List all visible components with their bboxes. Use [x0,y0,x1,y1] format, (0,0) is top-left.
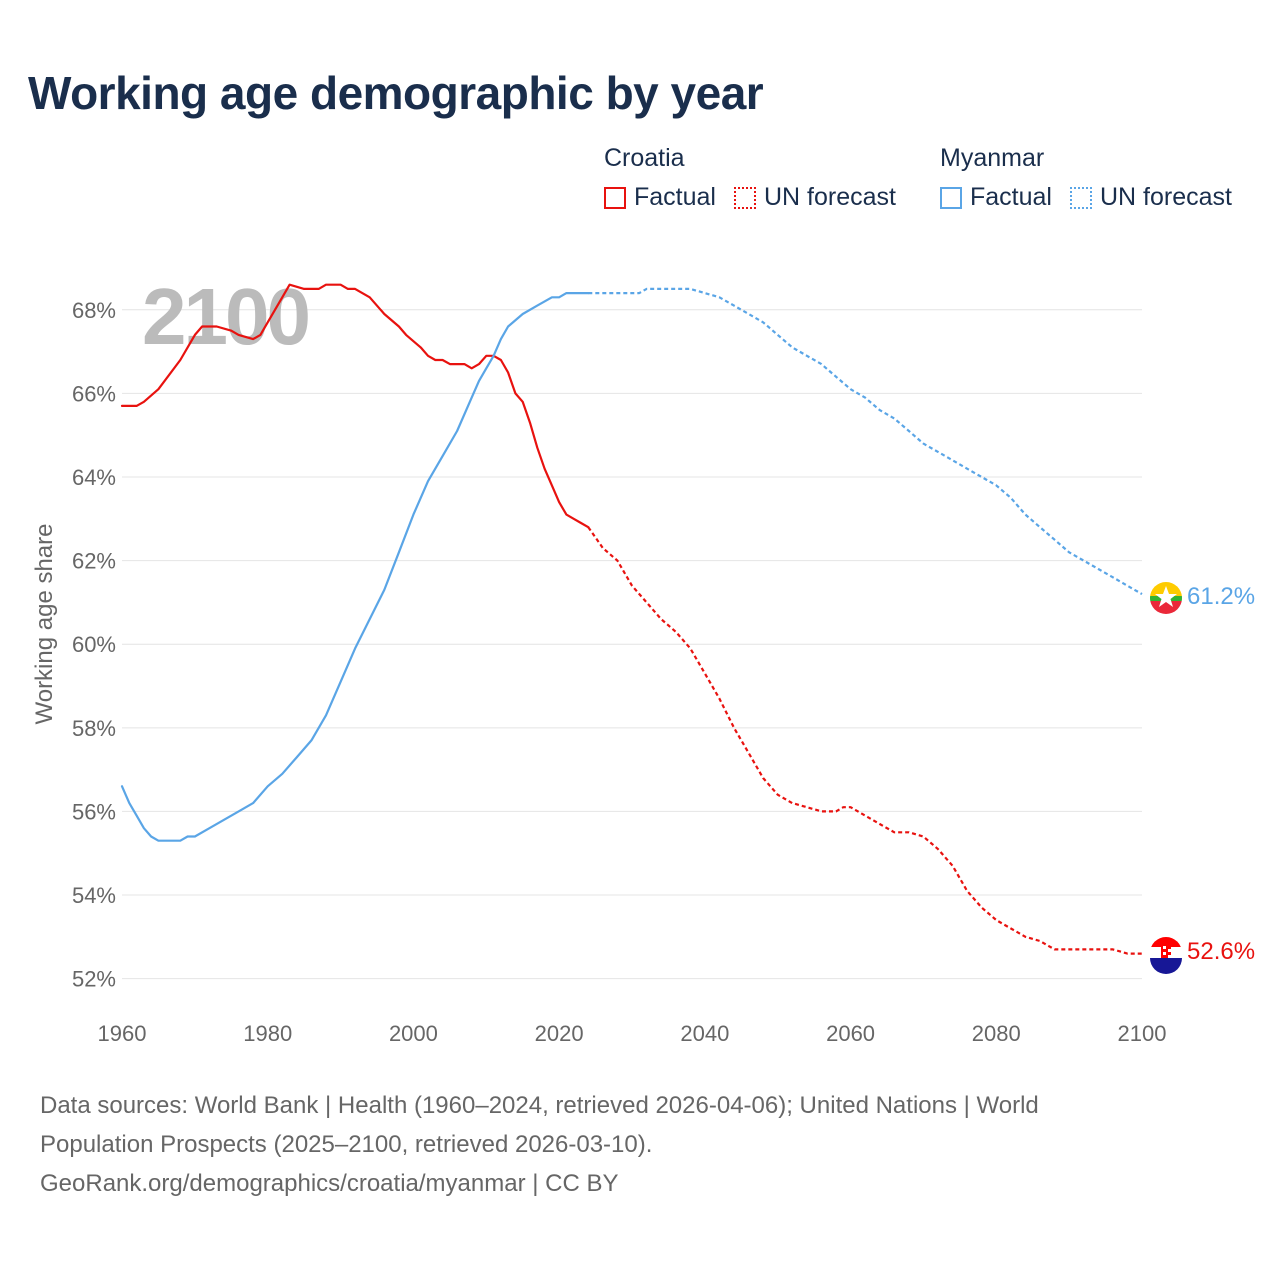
y-tick-label: 60% [72,632,116,657]
y-tick-label: 64% [72,465,116,490]
croatia-end-value: 52.6% [1187,938,1255,965]
legend-label: Factual [634,183,716,211]
legend-swatch-solid [940,186,962,209]
x-tick-label: 1980 [243,1021,292,1046]
legend-item-croatia-factual[interactable]: Factual [604,183,716,212]
legend-label: UN forecast [763,183,896,211]
legend-group-croatia: Croatia Factual UN forecast [604,144,914,212]
legend-item-myanmar-forecast[interactable]: UN forecast [1069,183,1232,212]
footer-line: Population Prospects (2025–2100, retriev… [40,1131,653,1158]
y-tick-label: 58% [72,716,116,741]
y-tick-label: 54% [72,883,116,908]
legend-item-croatia-forecast[interactable]: UN forecast [733,183,896,212]
croatia-factual-line [120,283,590,529]
legend-item-myanmar-factual[interactable]: Factual [940,183,1052,212]
y-tick-label: 56% [72,799,116,824]
y-tick-label: 52% [72,967,116,992]
data-source-footer: Data sources: World Bank | Health (1960–… [40,1086,1240,1203]
footer-line: GeoRank.org/demographics/croatia/myanmar… [40,1170,619,1197]
legend-group-myanmar: Myanmar Factual UN forecast [940,144,1232,212]
x-tick-label: 2060 [826,1021,875,1046]
myanmar-factual-line [120,292,590,842]
legend-label: UN forecast [1099,183,1232,211]
myanmar-end-value: 61.2% [1187,583,1255,610]
myanmar-forecast-line [588,287,1143,596]
x-tick-label: 2000 [389,1021,438,1046]
x-tick-label: 2080 [972,1021,1021,1046]
chart-title: Working age demographic by year [28,67,764,119]
x-tick-label: 1960 [98,1021,147,1046]
legend-country-myanmar: Myanmar [940,144,1045,172]
legend-swatch-solid [604,186,626,209]
legend-country-croatia: Croatia [604,144,685,172]
y-tick-label: 68% [72,298,116,323]
current-year-watermark: 2100 [142,272,308,361]
x-tick-label: 2040 [680,1021,729,1046]
y-tick-label: 66% [72,381,116,406]
legend-swatch-dotted [733,186,756,209]
legend-swatch-dotted [1069,186,1092,209]
x-tick-label: 2100 [1118,1021,1167,1046]
croatia-forecast-line [587,526,1142,955]
myanmar-flag-icon [1150,582,1182,614]
footer-line: Data sources: World Bank | Health (1960–… [40,1092,1039,1119]
x-tick-label: 2020 [535,1021,584,1046]
croatia-flag-icon [1150,937,1182,974]
y-axis-label: Working age share [31,524,58,725]
legend-label: Factual [970,183,1052,211]
y-tick-label: 62% [72,549,116,574]
